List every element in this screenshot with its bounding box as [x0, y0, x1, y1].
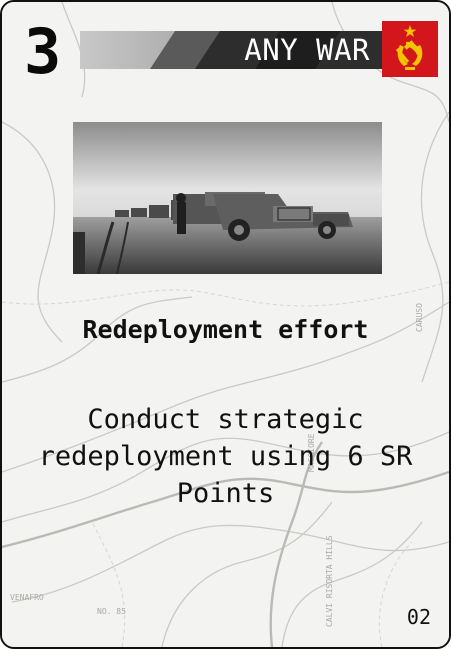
faction-flag — [382, 21, 438, 77]
map-label: VENAFRO — [10, 593, 44, 602]
banner-shape — [80, 31, 382, 69]
map-label: CARUSO — [415, 303, 424, 332]
card-title: Redeployment effort — [82, 315, 369, 344]
card-number: 02 — [406, 605, 431, 629]
map-label: NO. 85 — [97, 607, 126, 616]
map-label: MAGGIORE — [307, 433, 316, 472]
banner-label: ANY WAR — [244, 33, 370, 67]
map-label: CALVI RISORTA HILLS — [325, 535, 334, 627]
card-cost: 3 — [24, 15, 62, 88]
card-text: Conduct strategic redeployment using 6 S… — [38, 404, 413, 509]
card-photo — [73, 122, 382, 274]
war-banner: ANY WAR — [80, 31, 382, 69]
hammer-and-sickle-icon — [382, 21, 438, 77]
